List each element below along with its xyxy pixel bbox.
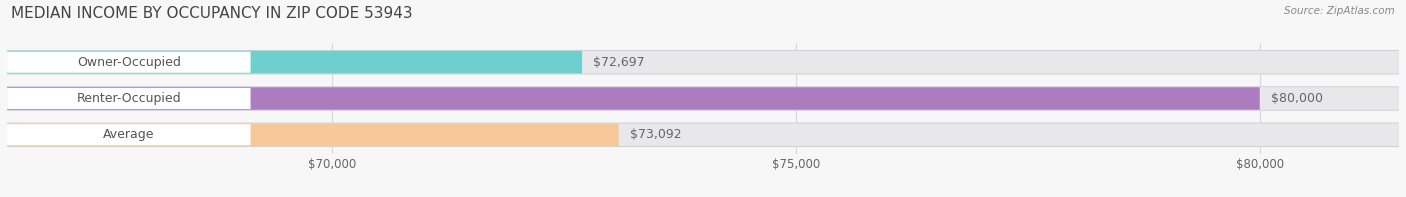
Text: MEDIAN INCOME BY OCCUPANCY IN ZIP CODE 53943: MEDIAN INCOME BY OCCUPANCY IN ZIP CODE 5… <box>11 6 413 21</box>
FancyBboxPatch shape <box>7 123 1399 147</box>
Text: $72,697: $72,697 <box>593 56 645 69</box>
FancyBboxPatch shape <box>7 52 250 73</box>
FancyBboxPatch shape <box>7 86 1399 111</box>
Text: $80,000: $80,000 <box>1271 92 1323 105</box>
FancyBboxPatch shape <box>7 51 1399 73</box>
FancyBboxPatch shape <box>7 87 1399 110</box>
FancyBboxPatch shape <box>7 87 1260 110</box>
FancyBboxPatch shape <box>7 51 582 73</box>
FancyBboxPatch shape <box>7 124 250 145</box>
FancyBboxPatch shape <box>7 88 250 109</box>
Text: Renter-Occupied: Renter-Occupied <box>76 92 181 105</box>
FancyBboxPatch shape <box>7 124 619 146</box>
Text: Average: Average <box>103 128 155 141</box>
Text: $73,092: $73,092 <box>630 128 682 141</box>
Text: Owner-Occupied: Owner-Occupied <box>77 56 181 69</box>
FancyBboxPatch shape <box>7 124 1399 146</box>
FancyBboxPatch shape <box>7 50 1399 74</box>
Text: Source: ZipAtlas.com: Source: ZipAtlas.com <box>1284 6 1395 16</box>
